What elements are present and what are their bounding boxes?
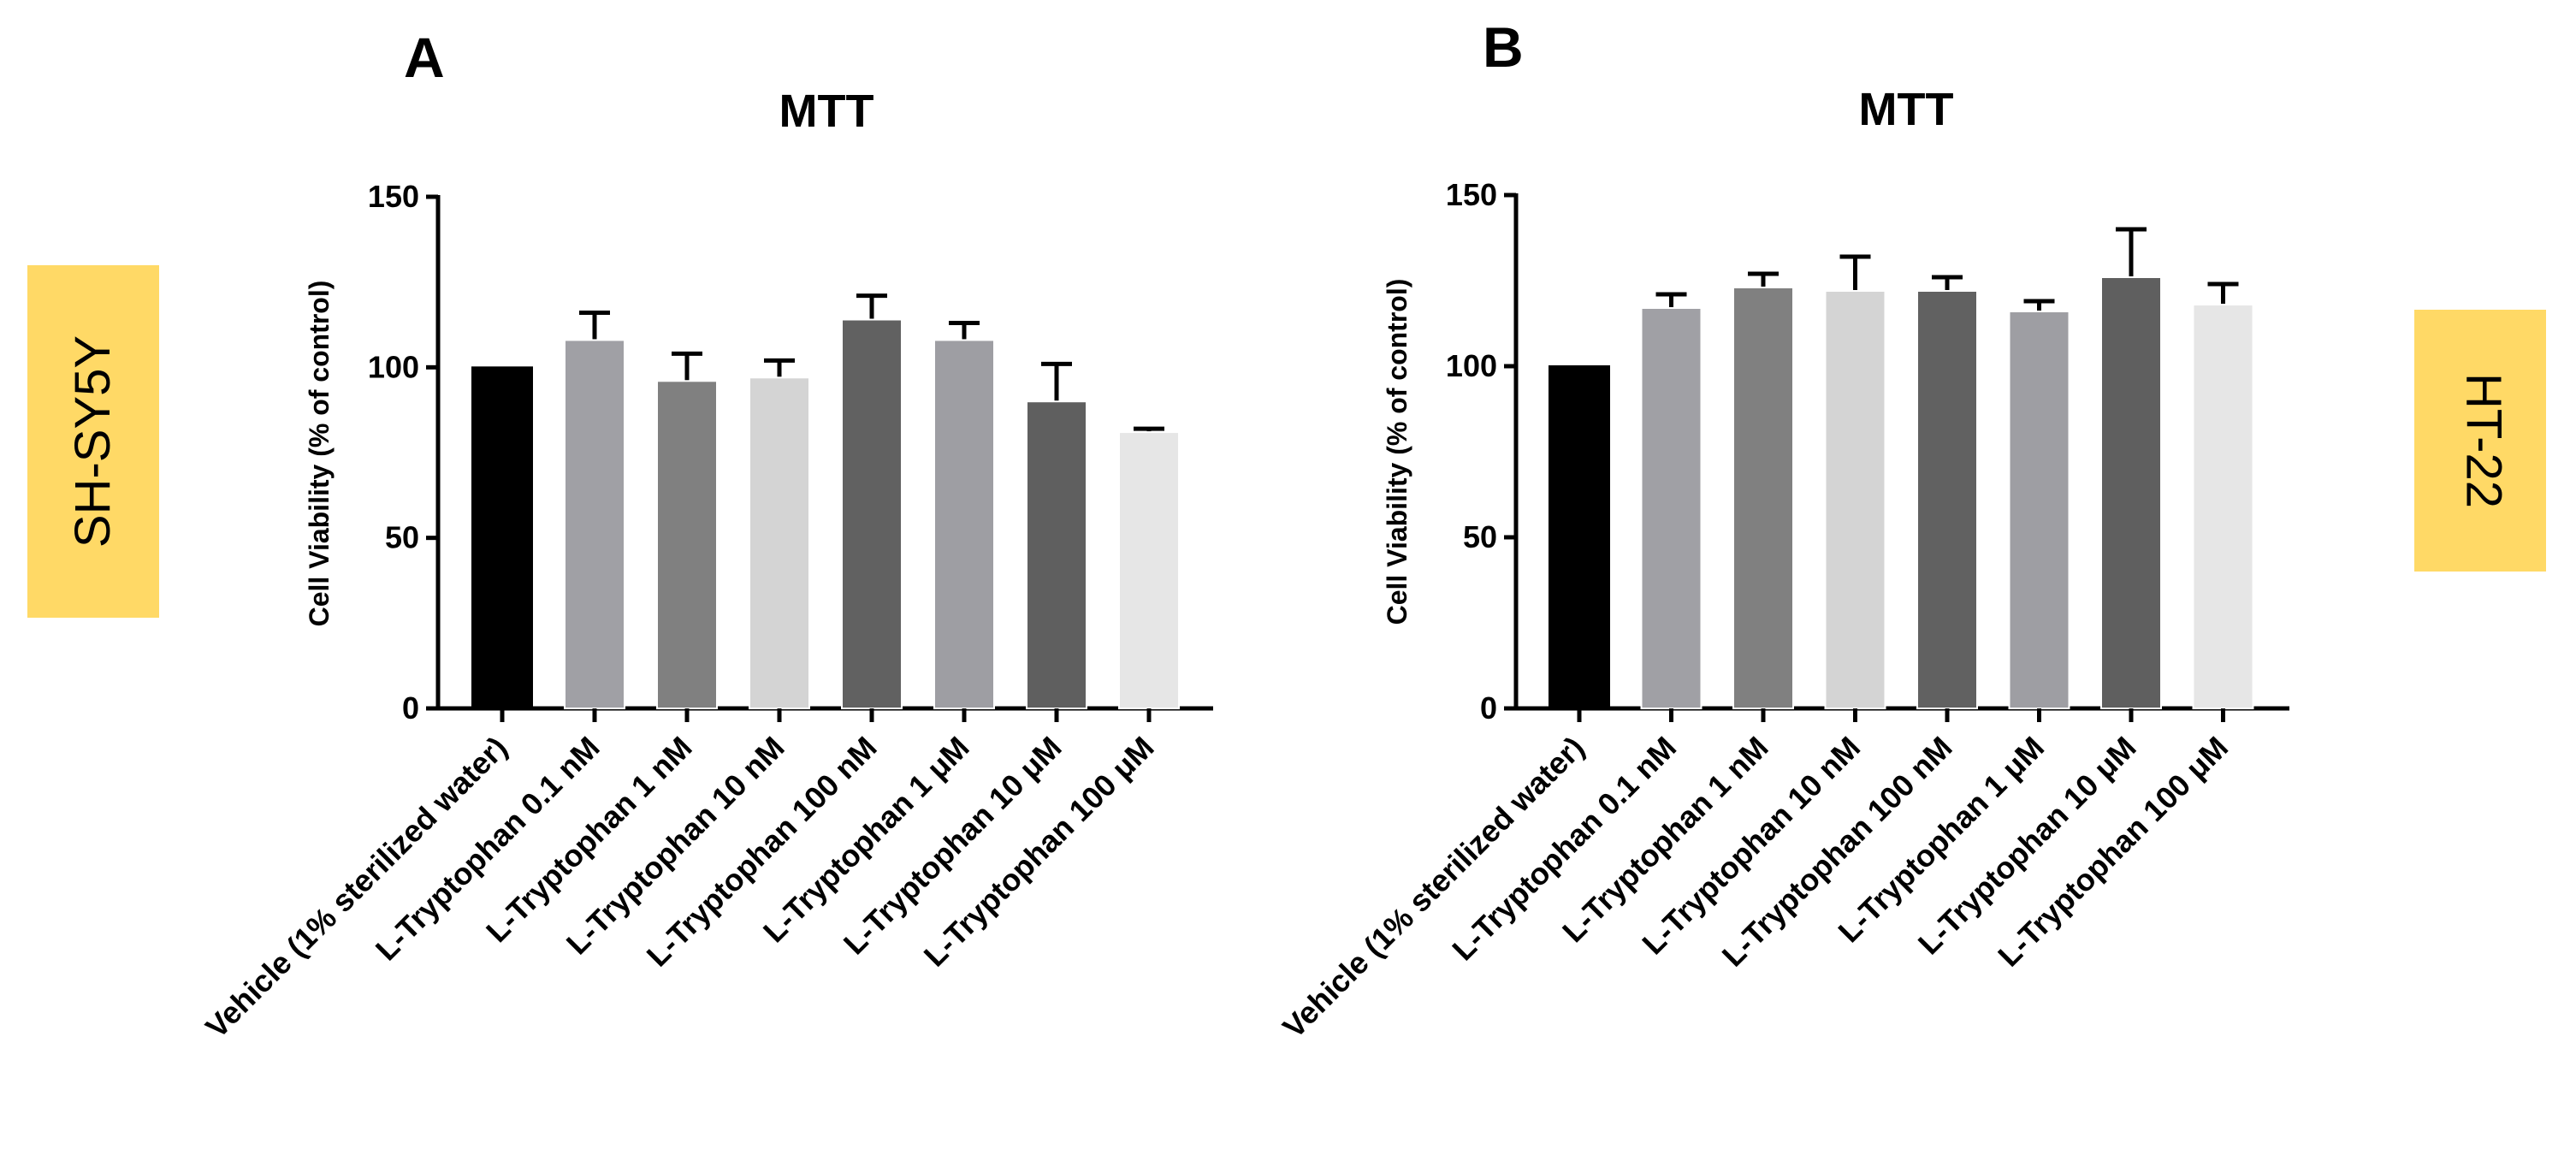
chart-b-y-axis-label: Cell Viability (% of control): [1382, 279, 1412, 625]
chart-a-bar: [1118, 431, 1180, 709]
chart-b-bar: [2008, 311, 2070, 709]
chart-a-bar: [749, 376, 810, 709]
chart-b-y-tick-label: 150: [1446, 177, 1497, 212]
chart-b-y-tick-label: 50: [1463, 519, 1497, 554]
chart-a-y-tick-label: 50: [385, 520, 419, 555]
chart-panel-b: MTT Cell Viability (% of control) 0 50 100 15…: [1276, 84, 2289, 1045]
chart-b-bar: [1640, 307, 1703, 709]
chart-panel-a: MTT Cell Viability (% of control) 0 50 100 15…: [198, 86, 1213, 1045]
chart-a-y-tick-label: 150: [368, 179, 419, 214]
chart-a-y-axis-label: Cell Viability (% of control): [304, 281, 335, 627]
chart-b-y-tick-label: 0: [1480, 690, 1497, 726]
chart-a-bar: [1026, 400, 1087, 709]
chart-a-title: MTT: [779, 86, 874, 137]
chart-b-bar: [1549, 365, 1610, 709]
chart-a-bar: [933, 339, 995, 709]
cell-line-label-ht-22: HT-22: [2414, 310, 2546, 572]
chart-b-bar: [1824, 290, 1886, 709]
chart-a-y-tick-label: 0: [402, 690, 419, 726]
panel-b-letter: B: [1483, 15, 1524, 79]
chart-b-title: MTT: [1859, 84, 1954, 135]
chart-a-bar: [564, 339, 625, 709]
chart-b-bar: [2192, 304, 2254, 709]
cell-line-label-sh-sy5y-text: SH-SY5Y: [65, 335, 121, 548]
chart-b-bar: [1916, 290, 1978, 709]
chart-a-y-tick-label: 100: [368, 349, 419, 384]
cell-line-label-sh-sy5y: SH-SY5Y: [27, 265, 159, 618]
panel-a-letter: A: [404, 26, 445, 89]
chart-a-bar: [656, 380, 718, 709]
chart-b-bar: [1732, 287, 1794, 709]
chart-b-y-tick-label: 100: [1446, 348, 1497, 383]
cell-line-label-ht-22-text: HT-22: [2456, 373, 2512, 508]
chart-b-bar: [2100, 276, 2162, 709]
chart-a-bar: [471, 366, 533, 709]
chart-a-bar: [841, 318, 903, 709]
